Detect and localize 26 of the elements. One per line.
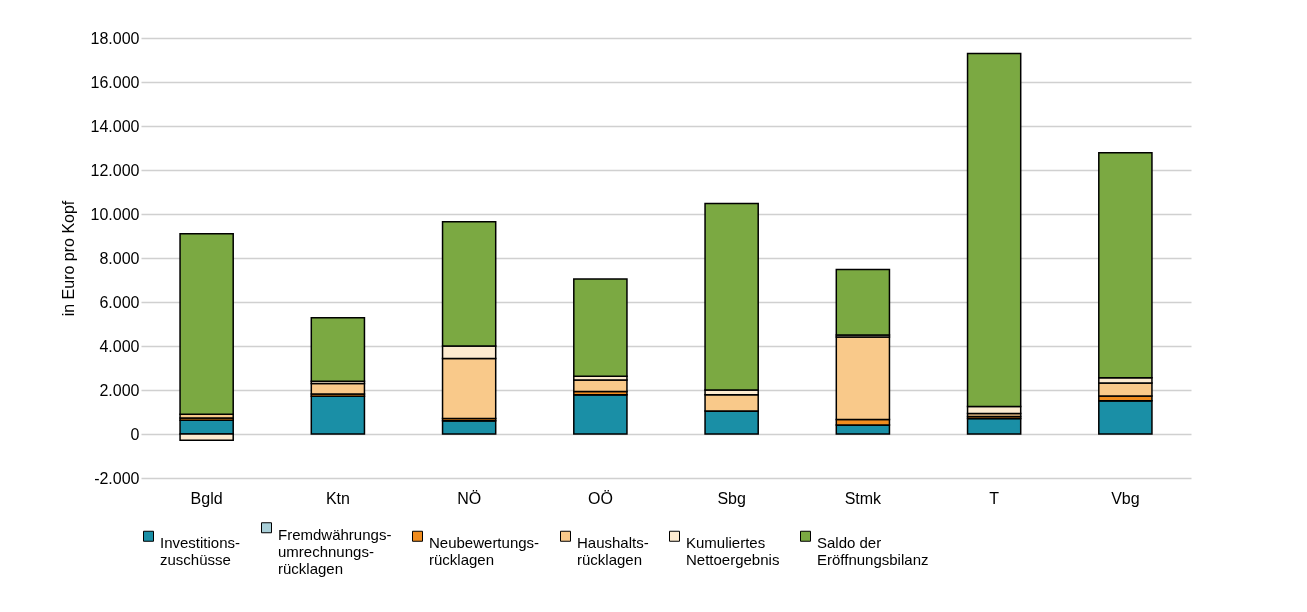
x-tick-label: Stmk (844, 489, 883, 507)
x-tick-label: Bgld (190, 489, 223, 507)
y-tick-label: 12.000 (90, 161, 140, 179)
y-tick-label: 6.000 (99, 293, 140, 311)
x-tick-label: OÖ (587, 489, 613, 507)
y-tick-label: 16.000 (90, 73, 140, 91)
y-tick-label: 4.000 (99, 337, 140, 355)
y-tick-label: 8.000 (99, 249, 140, 267)
legend-label: Saldo der Eröffnungsbilanz (817, 534, 929, 569)
y-tick-label: 2.000 (99, 381, 140, 399)
y-tick-label: 18.000 (90, 29, 140, 47)
x-tick-label: T (989, 489, 1000, 507)
legend-label: Kumuliertes Nettoergebnis (686, 534, 780, 569)
legend-label: Neubewertungs- rücklagen (429, 534, 540, 569)
x-tick-label: NÖ (457, 489, 482, 507)
y-tick-label: 14.000 (90, 117, 140, 135)
y-tick-label: 10.000 (90, 205, 140, 223)
x-tick-label: Ktn (325, 489, 350, 507)
x-tick-label: Vbg (1111, 489, 1140, 507)
legend-label: Fremdwährungs- umrechnungs- rücklagen (278, 525, 392, 577)
legend-label: Investitions- zuschüsse (160, 534, 241, 569)
y-tick-label: 0 (130, 425, 140, 443)
y-tick-label: -2.000 (94, 469, 140, 487)
y-axis-title: in Euro pro Kopf (59, 200, 77, 317)
legend-label: Haushalts- rücklagen (577, 534, 649, 569)
x-tick-label: Sbg (717, 489, 746, 507)
